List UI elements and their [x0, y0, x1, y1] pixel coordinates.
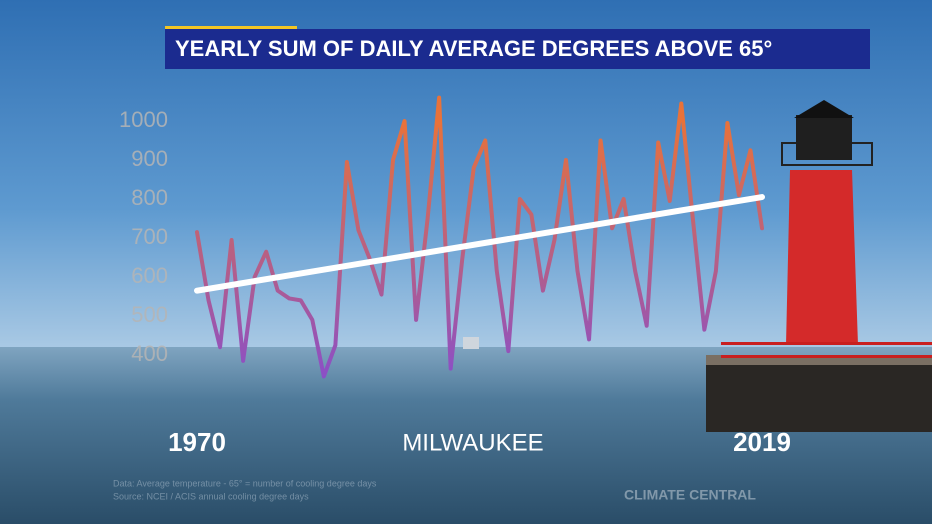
title-accent	[165, 26, 297, 29]
y-tick-label: 900	[131, 146, 168, 171]
footnote: Source: NCEI / ACIS annual cooling degre…	[113, 491, 309, 501]
logo: CLIMATE CENTRAL	[624, 487, 756, 503]
chart-title: YEARLY SUM OF DAILY AVERAGE DEGREES ABOV…	[175, 36, 772, 61]
x-tick-label: 1970	[168, 427, 226, 457]
annotation: MILWAUKEE	[402, 429, 543, 456]
x-tick-label: 2019	[733, 427, 791, 457]
distant-lighthouse	[463, 337, 479, 349]
y-tick-label: 500	[131, 302, 168, 327]
trend-line	[194, 194, 765, 294]
y-tick-label: 700	[131, 224, 168, 249]
y-tick-label: 1000	[119, 107, 168, 132]
y-tick-label: 600	[131, 263, 168, 288]
y-tick-label: 800	[131, 185, 168, 210]
y-tick-label: 400	[131, 341, 168, 366]
title-bar	[165, 29, 870, 69]
lighthouse	[706, 100, 932, 432]
footnote: Data: Average temperature - 65° = number…	[113, 478, 377, 488]
data-line	[195, 95, 764, 379]
